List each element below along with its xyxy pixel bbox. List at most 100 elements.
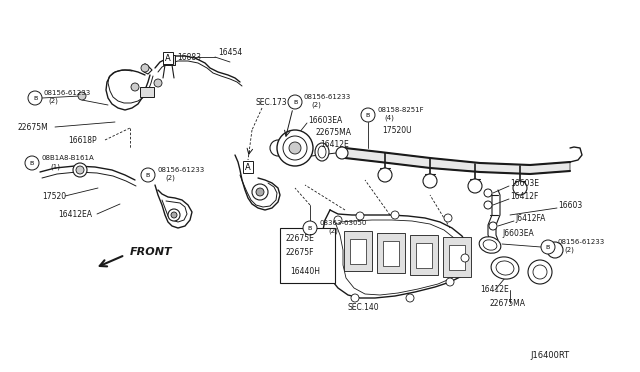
Text: J6603EA: J6603EA [502, 228, 534, 237]
Text: 22675MA: 22675MA [490, 298, 526, 308]
Circle shape [533, 265, 547, 279]
Ellipse shape [483, 240, 497, 250]
Ellipse shape [315, 143, 329, 161]
Text: (2): (2) [564, 247, 574, 253]
Text: J6412FA: J6412FA [515, 214, 545, 222]
Text: 08363-63050: 08363-63050 [320, 220, 367, 226]
Circle shape [73, 163, 87, 177]
Text: B: B [546, 244, 550, 250]
Text: B: B [308, 225, 312, 231]
Text: A: A [245, 163, 251, 171]
Circle shape [423, 174, 437, 188]
Text: 08156-61233: 08156-61233 [43, 90, 90, 96]
Text: 16603EA: 16603EA [308, 115, 342, 125]
Circle shape [78, 92, 86, 100]
Text: 16883: 16883 [177, 52, 201, 61]
Circle shape [277, 130, 313, 166]
Text: 08156-61233: 08156-61233 [158, 167, 205, 173]
Text: (2): (2) [311, 102, 321, 108]
Text: B: B [30, 160, 34, 166]
Circle shape [154, 79, 162, 87]
Circle shape [303, 221, 317, 235]
Circle shape [334, 216, 342, 224]
Text: B: B [366, 112, 370, 118]
Text: 16412EA: 16412EA [58, 209, 92, 218]
Text: 22675F: 22675F [285, 247, 314, 257]
Circle shape [168, 209, 180, 221]
Circle shape [461, 254, 469, 262]
Text: 22675M: 22675M [18, 122, 49, 131]
Circle shape [288, 95, 302, 109]
Text: B: B [146, 173, 150, 177]
Text: FRONT: FRONT [130, 247, 173, 257]
Circle shape [283, 136, 307, 160]
Circle shape [547, 242, 563, 258]
Circle shape [336, 147, 348, 159]
Text: 16618P: 16618P [68, 135, 97, 144]
Text: 16603E: 16603E [510, 179, 539, 187]
Circle shape [391, 211, 399, 219]
Circle shape [141, 168, 155, 182]
Circle shape [256, 188, 264, 196]
Circle shape [252, 184, 268, 200]
Bar [344, 231, 372, 271]
Circle shape [444, 214, 452, 222]
Text: (2): (2) [165, 175, 175, 181]
Text: (4): (4) [384, 115, 394, 121]
Bar [443, 237, 471, 277]
Circle shape [406, 294, 414, 302]
Text: 16412E: 16412E [320, 140, 349, 148]
Bar [350, 239, 366, 264]
Text: 16603: 16603 [558, 201, 582, 209]
Text: 08B1A8-B161A: 08B1A8-B161A [42, 155, 95, 161]
Text: 08156-61233: 08156-61233 [557, 239, 604, 245]
Ellipse shape [496, 261, 514, 275]
Circle shape [484, 189, 492, 197]
Circle shape [289, 142, 301, 154]
Text: SEC.140: SEC.140 [348, 304, 380, 312]
Bar [416, 243, 432, 268]
Text: 16454: 16454 [218, 48, 243, 57]
Bar [280, 228, 335, 283]
Circle shape [513, 181, 527, 195]
Circle shape [28, 91, 42, 105]
Bar [410, 235, 438, 275]
Text: (2): (2) [328, 228, 338, 234]
Text: SEC.173: SEC.173 [256, 97, 287, 106]
Ellipse shape [479, 237, 501, 253]
Text: 17520: 17520 [42, 192, 66, 201]
Text: 22675MA: 22675MA [315, 128, 351, 137]
Text: (1): (1) [50, 164, 60, 170]
Ellipse shape [491, 257, 519, 279]
Text: J16400RT: J16400RT [531, 350, 570, 359]
Circle shape [356, 212, 364, 220]
Circle shape [270, 140, 286, 156]
Circle shape [484, 201, 492, 209]
Bar [383, 241, 399, 266]
Circle shape [489, 222, 497, 230]
Text: (2): (2) [48, 98, 58, 104]
Circle shape [468, 179, 482, 193]
Circle shape [131, 83, 139, 91]
Text: 16412E: 16412E [480, 285, 509, 295]
Bar [449, 245, 465, 270]
Ellipse shape [318, 146, 326, 158]
Text: B: B [293, 99, 297, 105]
Text: 16412F: 16412F [510, 192, 538, 201]
Circle shape [171, 212, 177, 218]
Text: 17520U: 17520U [382, 125, 412, 135]
Circle shape [378, 168, 392, 182]
Circle shape [528, 260, 552, 284]
Circle shape [361, 108, 375, 122]
Polygon shape [345, 148, 570, 174]
Text: 22675E: 22675E [285, 234, 314, 243]
Circle shape [25, 156, 39, 170]
Circle shape [141, 64, 149, 72]
Circle shape [541, 240, 555, 254]
Text: 08156-61233: 08156-61233 [304, 94, 351, 100]
Circle shape [446, 278, 454, 286]
Bar [140, 87, 154, 97]
Circle shape [351, 294, 359, 302]
Bar [163, 55, 175, 65]
Text: 16440H: 16440H [290, 267, 320, 276]
